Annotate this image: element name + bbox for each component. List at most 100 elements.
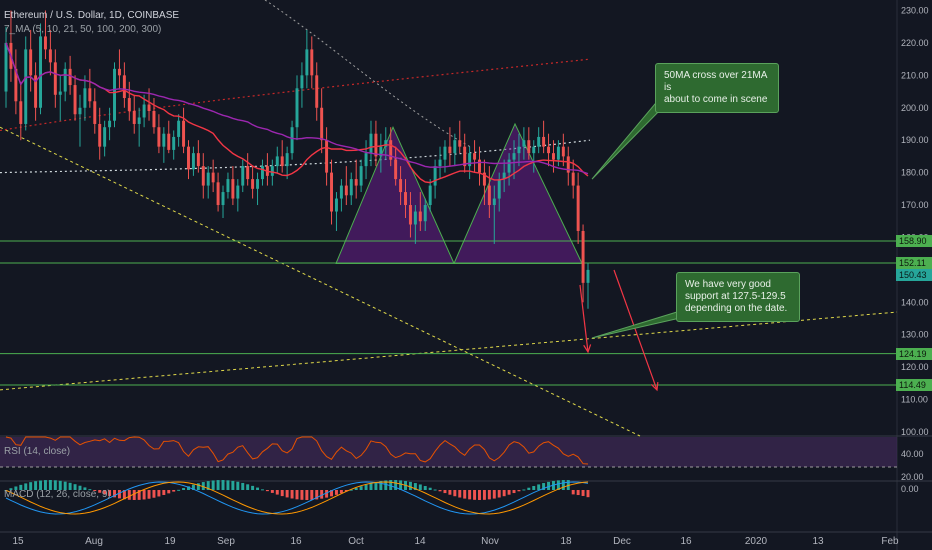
y-tick-label: 130.00 — [901, 330, 929, 340]
macd-histogram-bar — [354, 487, 358, 490]
macd-histogram-bar — [147, 490, 151, 499]
candle-body — [354, 179, 358, 186]
candle-body — [512, 153, 516, 160]
macd-indicator-label: MACD (12, 26, close, 9) — [4, 489, 111, 500]
macd-histogram-bar — [137, 490, 141, 500]
macd-histogram-bar — [73, 484, 77, 490]
candle-body — [39, 36, 43, 108]
ascending-trendline — [0, 311, 898, 391]
candle-body — [196, 153, 200, 167]
macd-histogram-bar — [389, 480, 393, 490]
candle-body — [571, 172, 575, 186]
candle-body — [172, 136, 176, 150]
macd-histogram-bar — [221, 480, 225, 490]
candle-body — [43, 36, 47, 50]
candle-body — [458, 140, 462, 147]
macd-histogram-bar — [556, 480, 560, 490]
macd-histogram-bar — [83, 487, 87, 490]
candle-body — [384, 140, 388, 147]
macd-histogram-bar — [280, 490, 284, 497]
candle-body — [364, 153, 368, 167]
macd-histogram-bar — [527, 487, 531, 490]
macd-histogram-bar — [537, 484, 541, 490]
macd-histogram-bar — [399, 480, 403, 490]
candle-body — [300, 75, 304, 89]
macd-histogram-bar — [561, 480, 565, 490]
candle-body — [122, 75, 126, 99]
ma-200-dotted — [264, 0, 471, 148]
macd-histogram-bar — [453, 490, 457, 497]
candle-body — [542, 136, 546, 147]
macd-histogram-bar — [231, 480, 235, 490]
support-annotation[interactable]: We have very good support at 127.5-129.5… — [676, 272, 800, 322]
macd-histogram-bar — [487, 490, 491, 500]
candle-body — [275, 156, 279, 167]
macd-histogram-bar — [310, 490, 314, 500]
macd-histogram-bar — [98, 490, 102, 493]
y-tick-label: 200.00 — [901, 103, 929, 113]
candle-body — [320, 107, 324, 141]
macd-histogram-bar — [468, 490, 472, 500]
annotation-line: We have very good — [685, 279, 771, 290]
macd-histogram-bar — [482, 490, 486, 500]
candle-body — [83, 88, 87, 108]
macd-histogram-bar — [122, 490, 126, 500]
ma-indicator-label: 7_MA (5, 10, 21, 50, 100, 200, 300) — [4, 24, 162, 35]
candle-body — [418, 211, 422, 222]
macd-histogram-bar — [127, 490, 131, 500]
candle-body — [14, 68, 18, 102]
rsi-band — [0, 437, 897, 467]
macd-histogram-bar — [216, 480, 220, 490]
candle-body — [547, 146, 551, 154]
macd-histogram-bar — [256, 487, 260, 490]
macd-histogram-bar — [29, 482, 33, 490]
macd-histogram-bar — [93, 490, 97, 491]
macd-histogram-bar — [260, 489, 264, 491]
candle-body — [433, 166, 437, 186]
macd-histogram-bar — [438, 490, 442, 492]
candle-body — [246, 166, 250, 180]
macd-histogram-bar — [172, 490, 176, 492]
candle-body — [280, 156, 284, 167]
y-tick-label: 220.00 — [901, 38, 929, 48]
candle-body — [4, 42, 8, 92]
candle-body — [29, 49, 33, 76]
candle-body — [191, 153, 195, 170]
candle-body — [58, 91, 62, 95]
x-tick-label: 18 — [560, 536, 572, 547]
rsi-tick-label: 20.00 — [901, 472, 924, 482]
candle-body — [201, 166, 205, 186]
last-price-tag: 150.43 — [896, 269, 932, 282]
macd-histogram-bar — [492, 490, 496, 499]
x-tick-label: 14 — [414, 536, 426, 547]
candle-body — [177, 120, 181, 137]
candle-body — [226, 179, 230, 193]
macd-histogram-bar — [339, 490, 343, 494]
price-level-tag: 124.19 — [896, 347, 932, 360]
macd-histogram-bar — [571, 490, 575, 495]
macd-histogram-bar — [413, 483, 417, 490]
candle-body — [394, 159, 398, 180]
macd-histogram-bar — [478, 490, 481, 500]
candle-body — [349, 179, 353, 196]
candle-body — [211, 172, 215, 183]
ma-cross-annotation[interactable]: 50MA cross over 21MA is about to come in… — [655, 63, 779, 113]
candle-body — [399, 179, 403, 193]
annotation-line: support at 127.5-129.5 — [685, 291, 786, 302]
macd-histogram-bar — [547, 481, 551, 490]
candle-body — [359, 166, 363, 186]
annotation-line: depending on the date. — [685, 303, 788, 314]
macd-histogram-bar — [251, 485, 255, 490]
macd-histogram-bar — [162, 490, 166, 495]
x-tick-label: Oct — [348, 536, 364, 547]
candle-body — [117, 68, 121, 76]
macd-histogram-bar — [43, 480, 47, 490]
macd-histogram-bar — [275, 490, 279, 495]
candle-body — [221, 192, 225, 206]
candle-body — [581, 230, 585, 283]
macd-histogram-bar — [408, 481, 412, 490]
macd-histogram-bar — [497, 490, 501, 498]
candle-body — [260, 166, 264, 180]
macd-histogram-bar — [522, 489, 526, 491]
macd-histogram-bar — [78, 485, 82, 490]
